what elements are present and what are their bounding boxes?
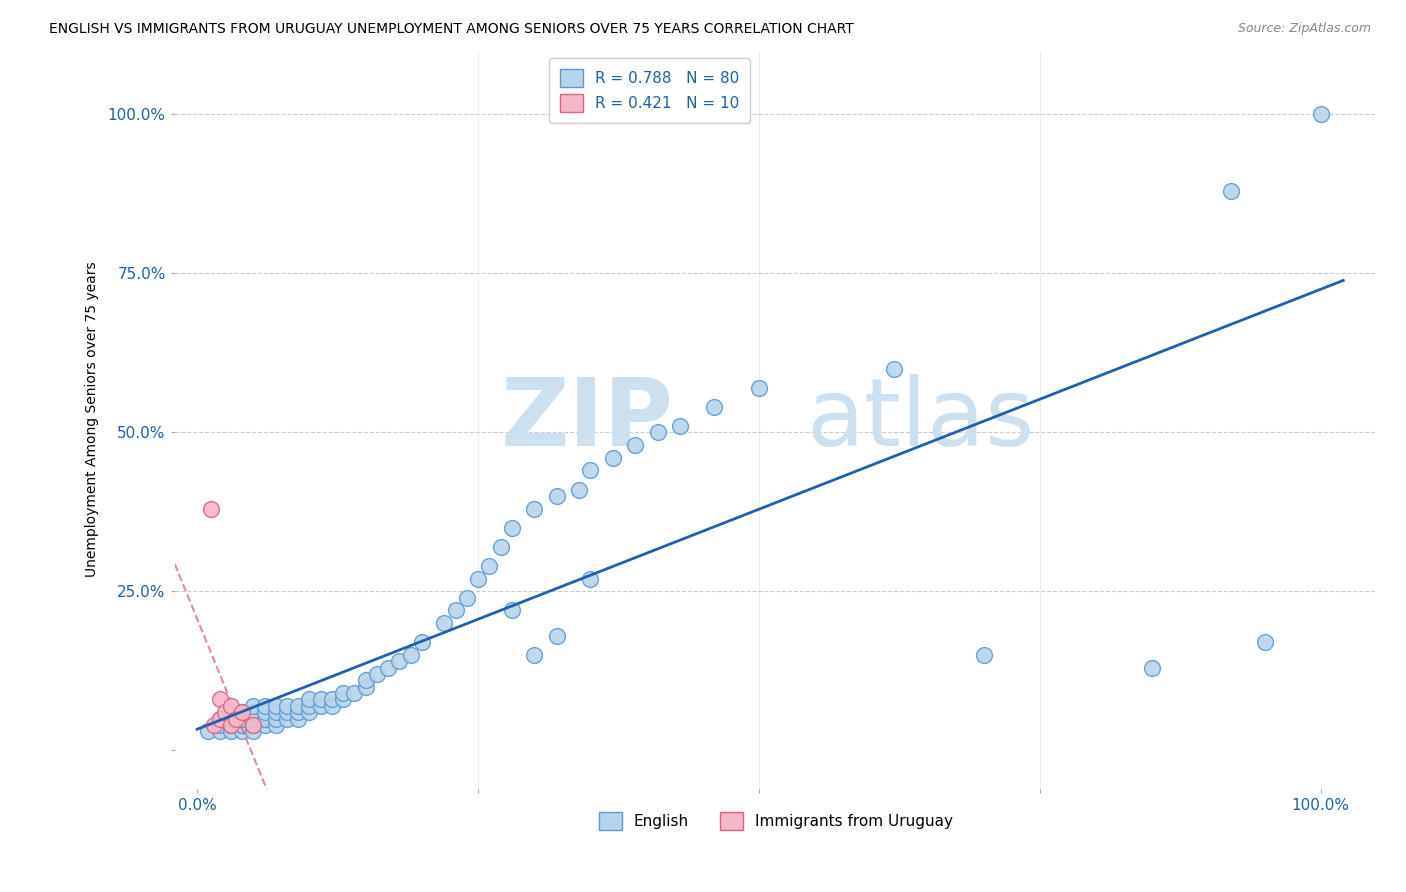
Point [546,629,568,643]
Point [298,698,321,713]
Point [287,705,309,719]
Point [309,698,332,713]
Point [264,698,287,713]
Point [276,705,298,719]
Point [276,712,298,726]
Point [242,705,264,719]
Point [523,648,546,662]
Point [231,705,253,719]
Point [568,483,591,497]
Point [579,463,602,477]
Point [264,705,287,719]
Point [332,686,354,700]
Point [489,540,512,554]
Point [219,718,242,732]
Point [264,718,287,732]
Point [242,718,264,732]
Point [287,712,309,726]
Point [225,712,247,726]
Point [321,698,343,713]
Point [219,698,242,713]
Point [602,450,624,465]
Point [231,712,253,726]
Point [748,381,770,395]
Point [298,705,321,719]
Point [214,705,236,719]
Point [433,616,456,631]
Point [343,686,366,700]
Point [377,661,399,675]
Point [456,591,478,605]
Point [253,712,276,726]
Point [253,705,276,719]
Point [523,501,546,516]
Text: ENGLISH VS IMMIGRANTS FROM URUGUAY UNEMPLOYMENT AMONG SENIORS OVER 75 YEARS CORR: ENGLISH VS IMMIGRANTS FROM URUGUAY UNEMP… [49,22,853,37]
Point [253,698,276,713]
Point [264,712,287,726]
Point [501,603,523,617]
Point [1219,184,1241,198]
Point [219,718,242,732]
Point [231,718,253,732]
Point [703,400,725,414]
Point [208,718,231,732]
Point [208,712,231,726]
Point [501,521,523,535]
Point [579,572,602,586]
Point [208,724,231,739]
Point [202,718,225,732]
Point [478,558,501,573]
Point [624,438,647,452]
Point [321,692,343,706]
Point [242,712,264,726]
Point [242,712,264,726]
Text: Source: ZipAtlas.com: Source: ZipAtlas.com [1237,22,1371,36]
Point [208,712,231,726]
Point [200,501,222,516]
Point [208,692,231,706]
Point [276,698,298,713]
Point [242,724,264,739]
Point [388,654,411,668]
Point [219,724,242,739]
Point [231,718,253,732]
Point [1140,661,1163,675]
Point [219,718,242,732]
Point [546,489,568,503]
Point [399,648,422,662]
Point [253,718,276,732]
Point [973,648,995,662]
Point [883,361,905,376]
Point [1253,635,1275,649]
Point [669,419,692,434]
Point [231,705,253,719]
Point [354,680,377,694]
Point [287,698,309,713]
Point [242,698,264,713]
Y-axis label: Unemployment Among Seniors over 75 years: Unemployment Among Seniors over 75 years [86,261,100,577]
Point [253,712,276,726]
Point [219,705,242,719]
Text: ZIP: ZIP [501,374,673,466]
Point [467,572,489,586]
Point [242,718,264,732]
Point [231,712,253,726]
Point [411,635,433,649]
Point [366,667,388,681]
Text: atlas: atlas [806,374,1035,466]
Point [197,724,219,739]
Point [309,692,332,706]
Point [354,673,377,688]
Point [444,603,467,617]
Point [231,724,253,739]
Point [219,712,242,726]
Point [1309,107,1331,121]
Point [298,692,321,706]
Point [332,692,354,706]
Legend: English, Immigrants from Uruguay: English, Immigrants from Uruguay [593,806,959,836]
Point [647,425,669,440]
